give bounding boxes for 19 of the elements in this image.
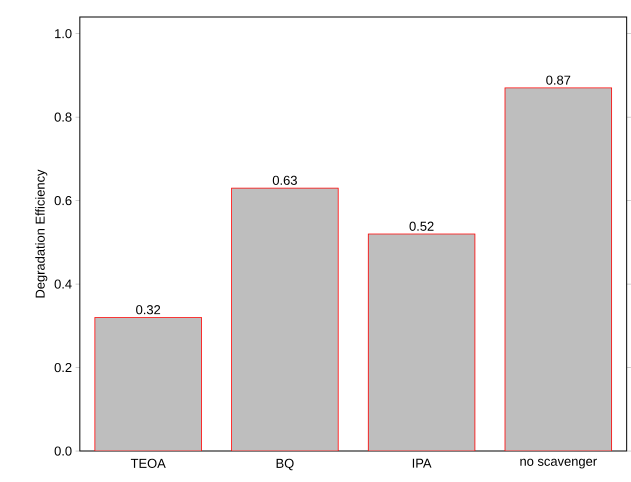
y-tick-label: 0.2	[54, 362, 72, 372]
bar	[94, 317, 202, 452]
y-tick-label: 0.8	[54, 112, 72, 122]
x-tick-label: no scavenger	[520, 458, 597, 468]
y-tick-label: 0.0	[54, 446, 72, 456]
x-tick-label: TEOA	[130, 458, 166, 468]
bar	[504, 88, 612, 452]
bar	[232, 188, 338, 452]
y-tick-label: 0.6	[54, 196, 72, 206]
data-label: 0.32	[136, 305, 160, 314]
y-tick-label: 0.4	[54, 280, 72, 289]
x-tick-label: IPA	[412, 458, 432, 468]
x-tick-label: BQ	[276, 458, 294, 470]
y-axis-title: Degradation Efficiency	[35, 170, 48, 298]
data-label: 0.87	[546, 76, 570, 85]
y-tick-label: 1.0	[55, 29, 72, 38]
data-label: 0.63	[272, 176, 297, 185]
bar	[368, 234, 475, 452]
data-label: 0.52	[410, 222, 434, 231]
